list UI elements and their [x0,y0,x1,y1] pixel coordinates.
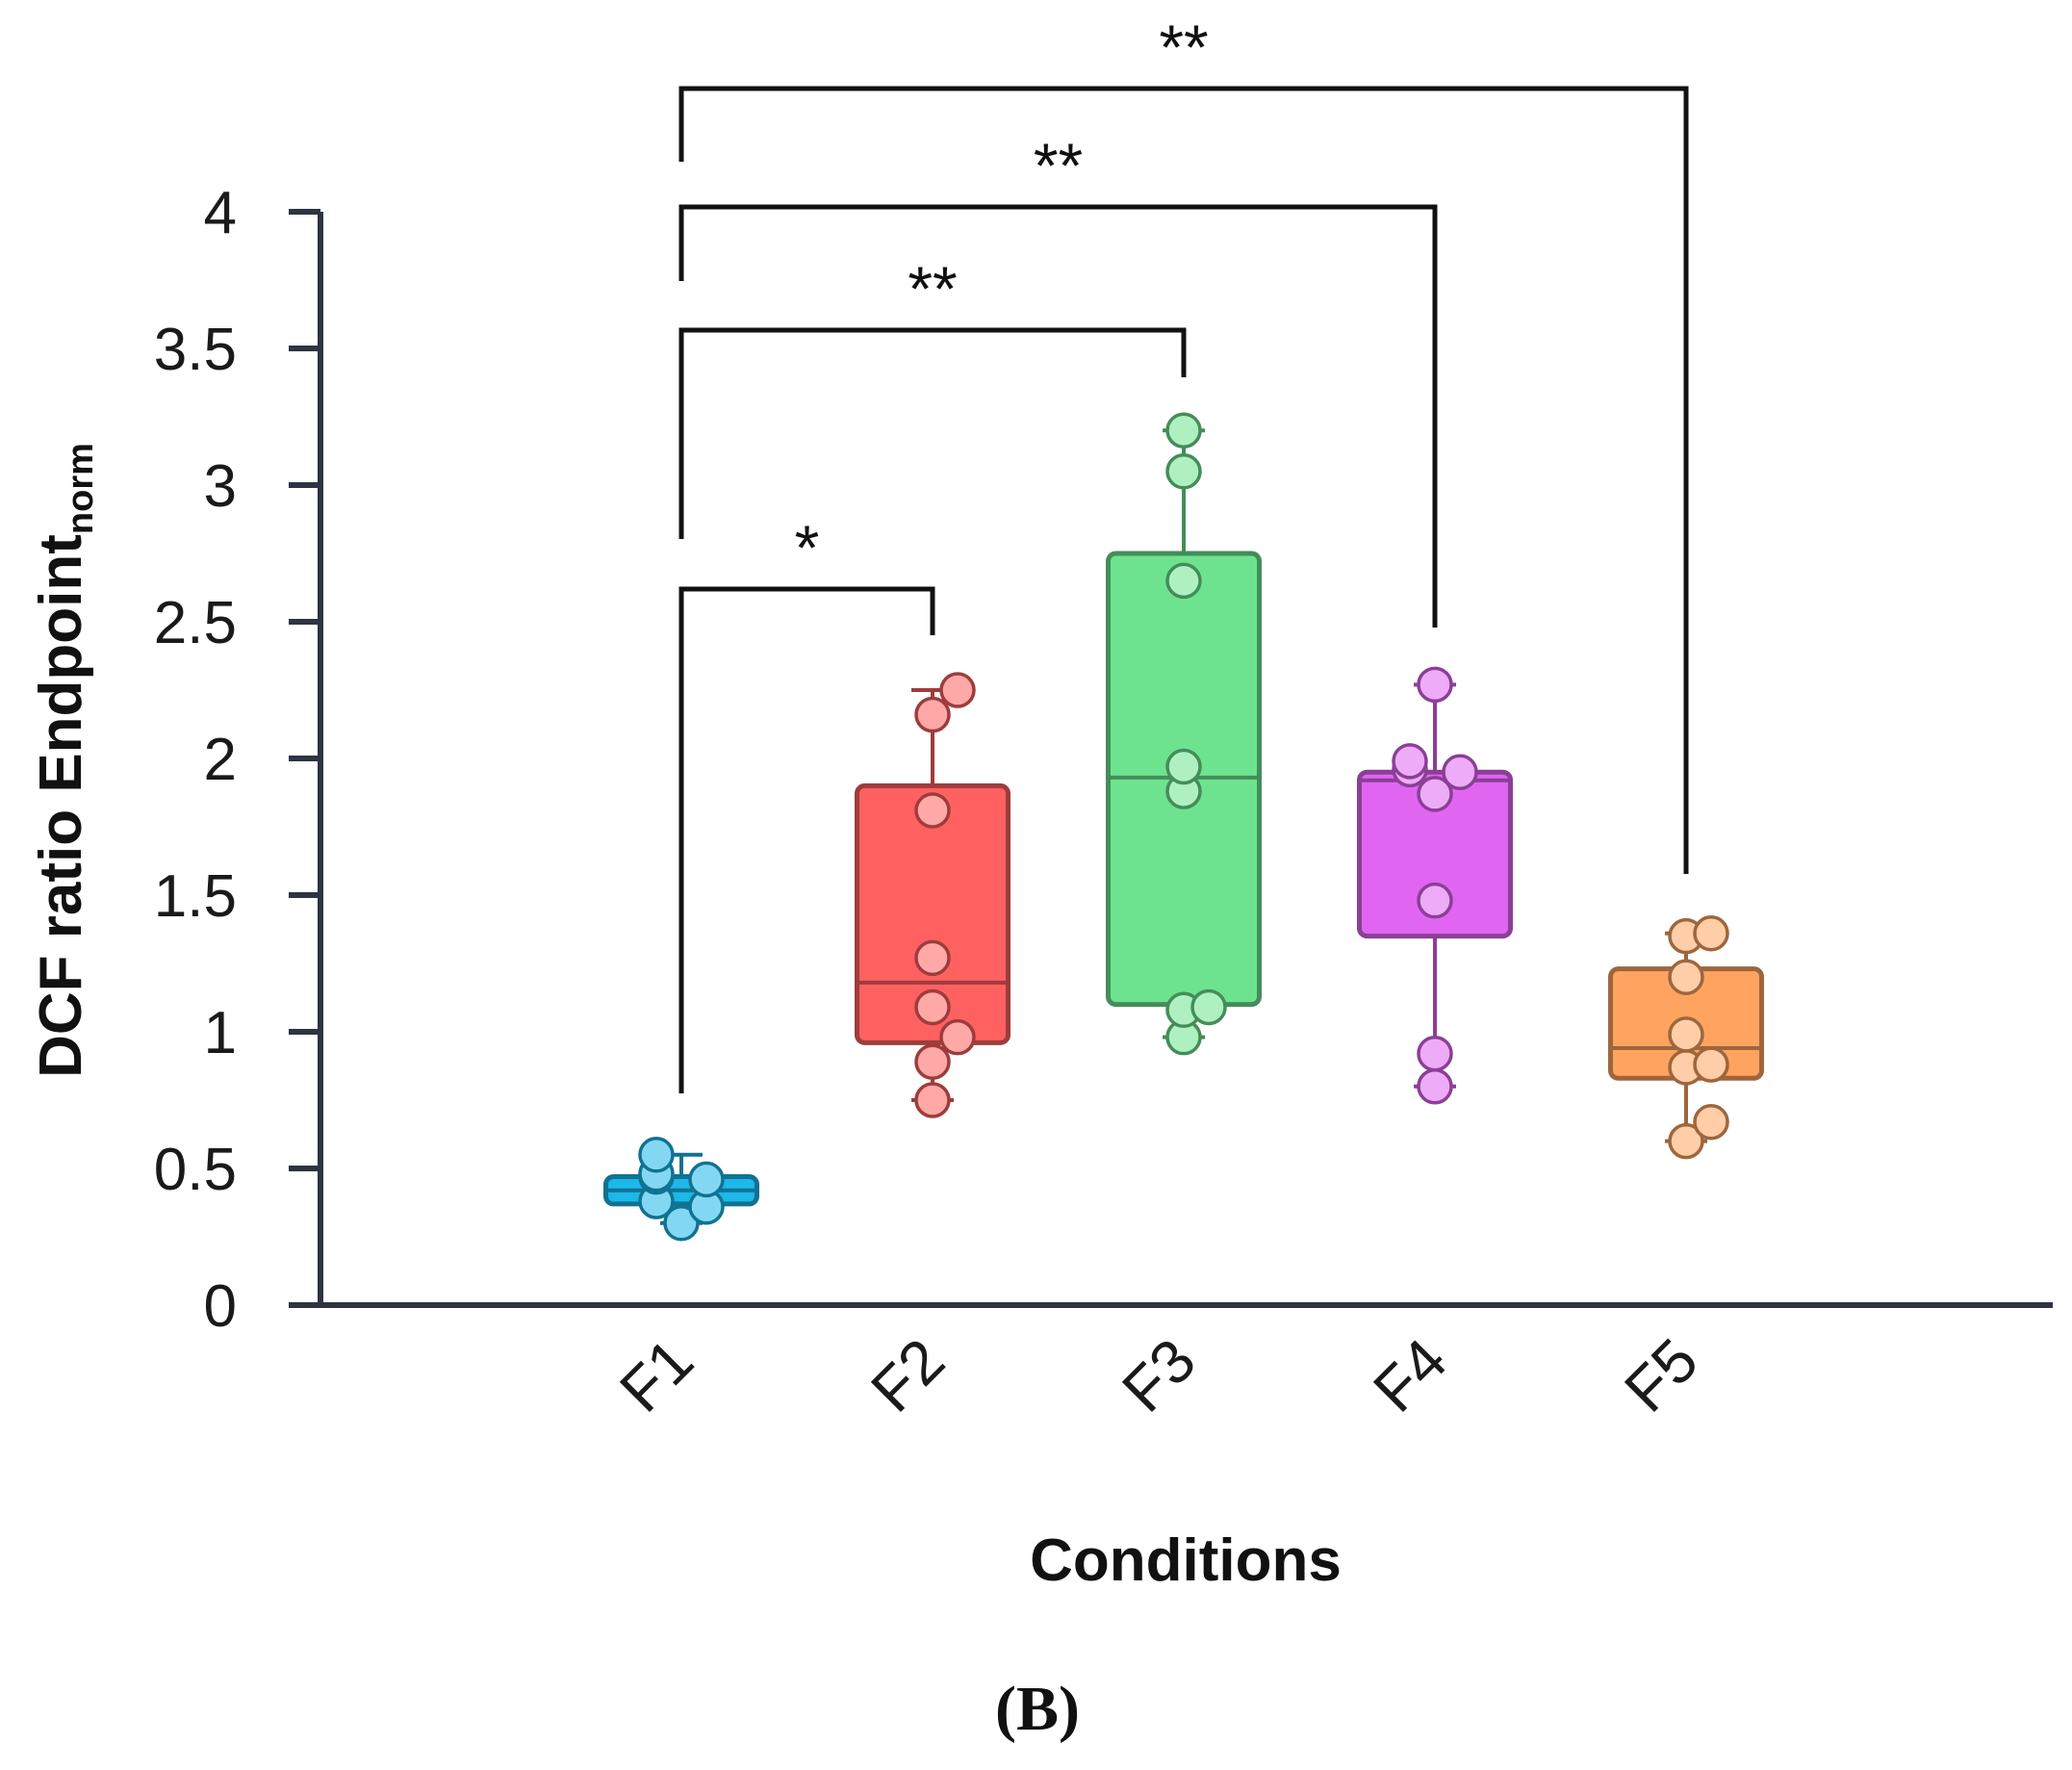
x-tick-label: F2 [857,1325,958,1425]
data-point [914,1043,951,1080]
boxes [603,412,1764,1242]
significance-label: ** [908,253,957,324]
significance-label: ** [1159,12,1208,83]
data-point [638,1137,675,1173]
significance-label: * [795,512,820,583]
y-tick-label: 1.5 [154,863,237,930]
y-tick-label: 0.5 [154,1137,237,1203]
y-axis-title-main: DCF ratio Endpoint [28,534,94,1078]
bracket-line [678,204,1438,628]
box-f4 [1357,666,1513,1105]
data-point [1668,1016,1704,1053]
y-tick-label: 2 [204,727,237,793]
x-tick-label: F5 [1611,1325,1711,1425]
bracket-line [678,586,935,1093]
data-point [939,1018,976,1056]
data-point [1165,412,1202,449]
significance-bracket: ** [678,253,1187,539]
data-point [1668,959,1704,995]
data-point [1417,666,1453,704]
data-point [914,696,951,733]
data-point [939,672,976,708]
significance-bracket: ** [678,130,1438,628]
data-point [1668,1122,1704,1160]
y-axis-title-subscript: norm [61,443,101,534]
data-point [1693,915,1729,952]
data-point [1417,882,1453,919]
data-point [1417,1035,1453,1072]
y-tick-label: 2.5 [154,590,237,656]
significance-label: ** [1034,130,1083,201]
data-point [914,939,951,977]
data-point [1417,1068,1453,1105]
y-axis-title: DCF ratio Endpointnorm [28,443,101,1078]
x-tick-label: F3 [1109,1325,1209,1425]
data-point [1693,1046,1729,1083]
y-tick-label: 0 [204,1273,237,1340]
data-point [914,988,951,1026]
data-point [914,792,951,829]
bracket-line [678,86,1689,874]
box-f1 [603,1137,759,1242]
data-point [1693,1103,1729,1141]
data-point [1392,743,1428,780]
data-point [663,1205,700,1242]
box-f2 [855,672,1010,1118]
data-point [1417,776,1453,812]
x-tick-label: F1 [606,1325,706,1425]
data-point [1165,453,1202,490]
y-tick-label: 3 [204,453,237,520]
data-point [688,1161,725,1198]
data-point [1165,748,1202,785]
bracket-line [678,327,1187,539]
y-tick-label: 3.5 [154,317,237,383]
significance-brackets: ******* [678,12,1689,1093]
iqr-box [1357,769,1513,939]
significance-bracket: ** [678,12,1689,874]
x-ticks: F1 F2 F3 F4 F5 [606,1325,1711,1425]
box-f3 [1106,412,1262,1056]
significance-bracket: * [678,512,935,1093]
x-tick-label: F4 [1360,1325,1460,1425]
x-axis-title: Conditions [1030,1527,1342,1594]
y-tick-label: 1 [204,1000,237,1066]
data-point [1442,754,1478,790]
panel-label: (B) [995,1674,1080,1744]
iqr-box [855,782,1010,1045]
box-f5 [1608,915,1764,1160]
data-point [1190,988,1227,1026]
data-point [914,1082,951,1118]
data-point [1165,562,1202,600]
y-ticks: 0 0.5 1 1.5 2 2.5 3 3.5 4 [154,180,320,1340]
y-tick-label: 4 [204,180,237,246]
